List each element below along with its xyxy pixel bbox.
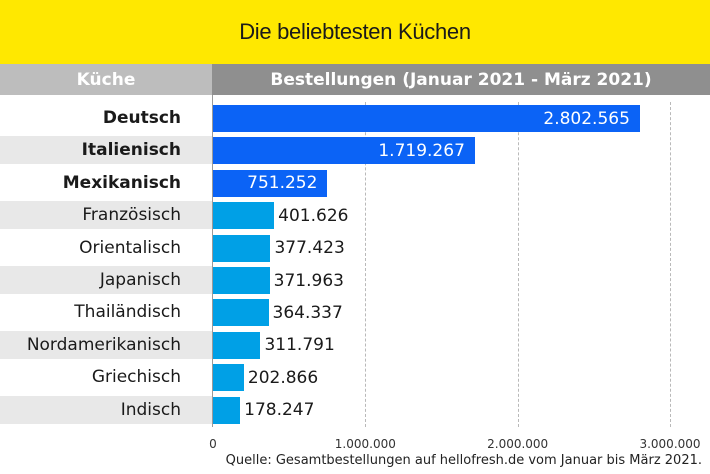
value-label: 751.252 <box>247 173 318 194</box>
bar <box>213 234 271 262</box>
value-label: 1.719.267 <box>378 140 465 161</box>
header-value-column: Bestellungen (Januar 2021 - März 2021) <box>212 64 710 95</box>
value-label: 364.337 <box>272 302 343 323</box>
value-label: 311.791 <box>264 335 335 356</box>
header-category-column: Küche <box>0 64 212 95</box>
category-label: Mexikanisch <box>62 172 181 193</box>
row-stripe <box>0 201 212 230</box>
x-tick-label: 3.000.000 <box>639 437 701 451</box>
category-label: Französisch <box>82 205 181 226</box>
bar <box>213 137 475 165</box>
value-label: 202.866 <box>247 367 319 388</box>
value-label: 401.626 <box>278 205 349 226</box>
category-label: Japanisch <box>99 270 181 290</box>
bar <box>213 299 269 327</box>
value-label: 377.423 <box>274 238 345 259</box>
row-stripe <box>0 136 212 165</box>
bar <box>213 331 261 359</box>
category-label: Nordamerikanisch <box>26 334 181 355</box>
x-tick-label: 1.000.000 <box>334 437 396 451</box>
bar <box>213 364 244 392</box>
bar <box>213 105 640 132</box>
value-label: 371.963 <box>273 270 344 291</box>
gridline <box>518 102 519 427</box>
category-label: Italienisch <box>81 140 181 161</box>
x-tick-label: 2.000.000 <box>487 437 549 451</box>
bar <box>213 202 275 230</box>
category-label: Indisch <box>120 399 181 420</box>
title-bar: Die beliebtesten Küchen <box>0 0 710 64</box>
value-label: 2.802.565 <box>543 108 630 129</box>
category-label: Griechisch <box>91 367 181 388</box>
bar <box>213 396 241 424</box>
row-stripe <box>0 330 212 359</box>
row-stripe <box>0 395 212 424</box>
gridline <box>670 102 671 427</box>
chart-title: Die beliebtesten Küchen <box>239 19 471 44</box>
category-label: Orientalisch <box>79 237 181 258</box>
gridline <box>365 102 366 427</box>
bar <box>213 267 270 294</box>
category-label: Deutsch <box>102 108 181 128</box>
source-note: Quelle: Gesamtbestellungen auf hellofres… <box>225 453 702 468</box>
x-tick-label: 0 <box>209 437 217 451</box>
bar <box>213 169 328 197</box>
value-label: 178.247 <box>244 400 315 421</box>
row-stripe <box>0 266 212 294</box>
y-axis-line <box>212 95 213 427</box>
category-label: Thailändisch <box>74 302 181 323</box>
